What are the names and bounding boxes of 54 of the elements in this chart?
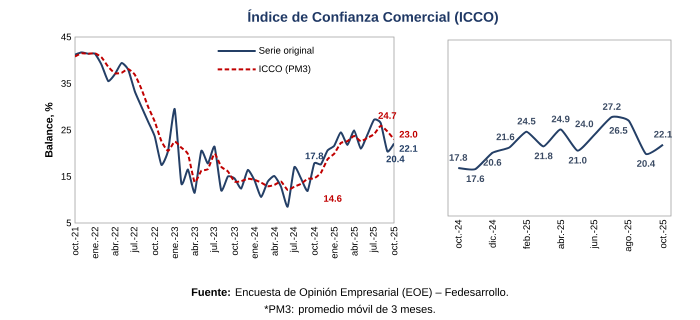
- y-tick-label: 15: [62, 173, 72, 180]
- x-tick-label: jul.-22: [130, 226, 140, 253]
- data-label: 17.8: [450, 154, 468, 161]
- x-tick-label: jul.-24: [290, 226, 299, 253]
- data-label: 21.6: [496, 134, 514, 140]
- x-tick-label: oct.-22: [151, 226, 158, 256]
- data-label: 17.6: [466, 175, 484, 182]
- data-label: 23.0: [400, 130, 418, 138]
- x-tick-label: feb.-25: [523, 220, 530, 249]
- x-tick-label: dic.-24: [488, 220, 496, 248]
- data-label: 20.6: [483, 159, 502, 166]
- x-tick-label: abr.-24: [270, 226, 278, 256]
- x-tick-label: ago.-25: [624, 220, 634, 252]
- data-label: 22.1: [400, 145, 418, 152]
- x-tick-label: ene.-24: [251, 226, 258, 258]
- y-axis-title: Balance, %: [44, 102, 54, 158]
- x-tick-label: oct.-21: [72, 226, 78, 256]
- chart-title: Índice de Confianza Comercial (ICCO): [248, 9, 498, 25]
- x-tick-label: abr.-23: [191, 226, 198, 256]
- x-tick-label: jul.-23: [210, 226, 220, 253]
- x-tick-label: oct.-25: [390, 226, 398, 256]
- x-tick-label: oct.-23: [231, 226, 238, 256]
- data-label: 17.8: [306, 152, 324, 160]
- x-tick-label: ene.-22: [92, 226, 98, 258]
- y-tick-label: 35: [61, 80, 72, 87]
- y-tick-label: 25: [61, 126, 72, 134]
- x-tick-label: oct.-24: [310, 226, 318, 256]
- data-label: 24.5: [518, 118, 536, 124]
- data-label: 27.2: [602, 103, 621, 110]
- y-tick-label: 5: [66, 220, 72, 226]
- y-tick-label: 45: [61, 34, 72, 40]
- text: Fuente: Encuesta de Opinión Empresarial (EOE) – Fedesarrollo.: [192, 288, 508, 298]
- data-label: 21.0: [568, 156, 587, 164]
- data-label: 14.6: [324, 195, 342, 202]
- x-tick-label: jul.-25: [370, 226, 378, 253]
- data-label: 20.4: [386, 156, 405, 162]
- text: *PM3: promedio móvil de 3 meses.: [264, 304, 435, 316]
- legend-label: ICCO (PM3): [260, 65, 310, 74]
- data-label: 20.4: [637, 160, 656, 167]
- x-tick-label: abr.-22: [111, 226, 118, 256]
- x-tick-label: ene.-23: [171, 226, 178, 258]
- data-label: 24.7: [378, 112, 396, 119]
- x-tick-label: jun.-25: [590, 220, 600, 249]
- x-tick-label: ene.-25: [330, 226, 338, 258]
- data-label: 24.9: [552, 116, 570, 122]
- data-label: 24.0: [575, 120, 594, 128]
- x-tick-label: oct.-24: [454, 220, 462, 248]
- data-label: 26.5: [609, 127, 628, 134]
- data-label: 22.1: [654, 130, 672, 138]
- legend-label: Serie original: [259, 46, 314, 56]
- x-tick-label: abr.-25: [350, 226, 358, 256]
- data-label: 21.8: [534, 152, 552, 160]
- x-tick-label: oct.-25: [660, 220, 666, 248]
- x-tick-label: abr.-25: [557, 220, 564, 249]
